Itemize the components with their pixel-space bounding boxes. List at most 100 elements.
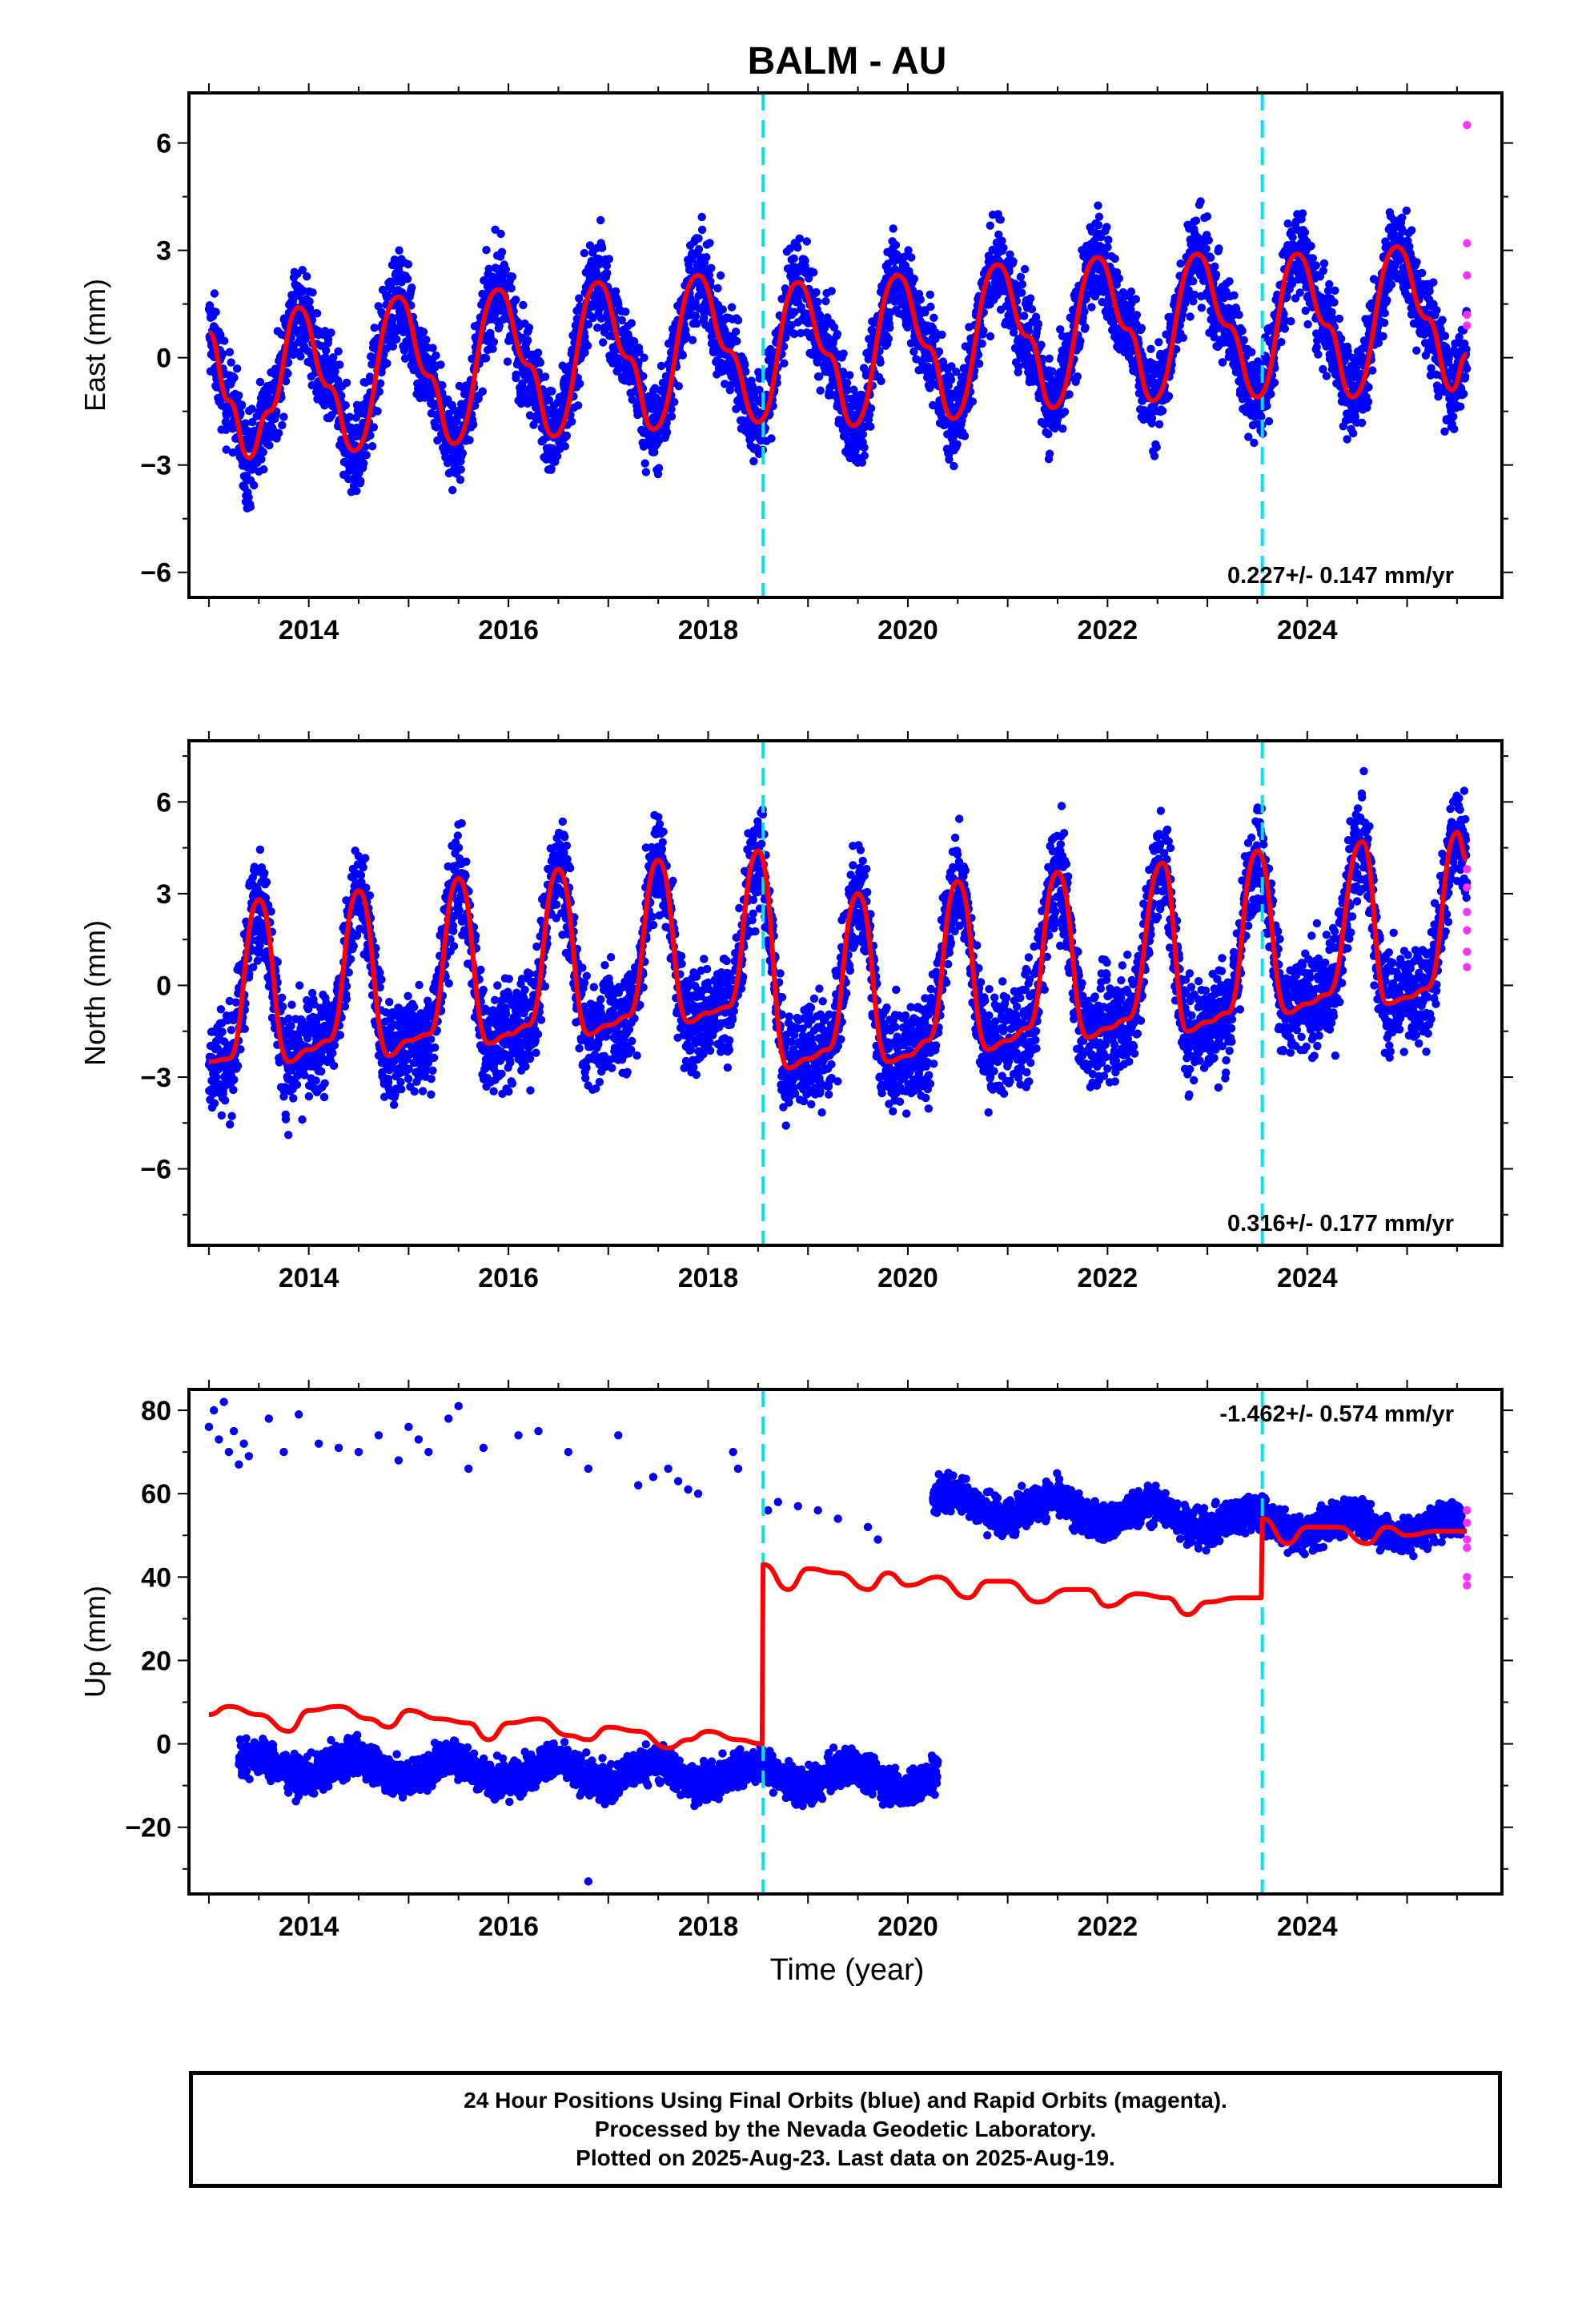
east-data-point: [731, 328, 741, 336]
east-data-point: [1295, 288, 1304, 297]
east-data-point: [259, 465, 268, 474]
east-data-point: [352, 486, 361, 496]
east-data-point: [481, 354, 491, 363]
east-data-point: [388, 342, 398, 351]
east-data-point: [1230, 291, 1239, 300]
east-data-point: [480, 276, 488, 285]
east-data-point: [790, 329, 799, 339]
east-data-point: [926, 302, 935, 312]
east-data-point: [1348, 428, 1358, 438]
east-data-point: [329, 353, 338, 362]
east-data-point: [950, 461, 958, 471]
east-data-point: [889, 224, 897, 233]
east-data-point: [458, 448, 467, 458]
east-data-point: [519, 300, 528, 310]
east-data-point: [780, 359, 789, 368]
east-data-point: [518, 379, 527, 388]
east-data-point: [860, 451, 869, 460]
east-data-point: [1018, 279, 1027, 289]
east-data-point: [308, 288, 317, 297]
east-data-point: [1323, 286, 1333, 296]
east-data-point: [345, 412, 354, 421]
east-data-point: [456, 465, 465, 474]
east-data-point: [790, 308, 799, 316]
east-data-point: [1325, 279, 1334, 289]
east-data-point: [219, 349, 227, 359]
east-data-point: [767, 434, 776, 443]
east-data-point: [1211, 270, 1221, 279]
east-data-point: [501, 265, 510, 274]
east-data-point: [1178, 333, 1188, 342]
east-data-point: [693, 319, 701, 328]
east-data-point: [952, 368, 961, 376]
east-data-point: [705, 271, 714, 279]
east-data-point: [691, 312, 701, 320]
east-data-point: [1103, 243, 1112, 251]
east-data-point: [247, 404, 256, 413]
east-data-point: [1190, 290, 1199, 300]
east-data-point: [482, 246, 491, 255]
east-data-point: [979, 326, 988, 336]
east-data-point: [654, 464, 664, 472]
east-data-point: [1146, 344, 1155, 353]
east-data-point: [305, 304, 315, 313]
east-data-point: [705, 239, 714, 247]
east-data-point: [585, 241, 595, 250]
east-data-point: [296, 352, 305, 361]
east-data-point: [930, 313, 938, 322]
east-data-point: [1387, 280, 1396, 289]
east-data-point: [1206, 253, 1215, 262]
east-data-point: [552, 452, 562, 460]
east-data-point: [1073, 372, 1082, 381]
east-data-point: [444, 395, 452, 404]
east-data-point: [1197, 304, 1207, 312]
east-data-point: [1132, 311, 1142, 320]
east-data-point: [604, 255, 613, 263]
east-data-point: [884, 334, 893, 344]
east-data-point: [795, 234, 804, 243]
east-data-point: [367, 360, 376, 369]
east-data-point: [707, 263, 716, 272]
east-data-point: [934, 347, 944, 356]
east-data-point: [1314, 350, 1323, 359]
east-data-point: [524, 324, 534, 332]
east-data-point: [584, 320, 593, 329]
east-data-point: [347, 423, 355, 432]
east-data-point: [524, 336, 532, 345]
east-data-point: [900, 252, 909, 261]
east-data-point: [968, 397, 978, 406]
east-data-point: [322, 346, 331, 355]
east-data-point: [1363, 397, 1373, 406]
east-data-point: [327, 328, 335, 337]
east-data-point: [230, 373, 239, 382]
east-data-point: [1343, 435, 1351, 444]
east-data-point: [865, 410, 874, 420]
east-data-point: [1327, 308, 1336, 316]
east-data-point: [921, 308, 930, 317]
east-data-point: [222, 445, 231, 454]
east-data-point: [246, 502, 255, 512]
east-data-point: [1158, 406, 1167, 416]
east-data-point: [1277, 337, 1286, 347]
east-data-point: [211, 308, 220, 316]
east-data-point: [602, 261, 611, 271]
east-data-point: [998, 236, 1006, 245]
east-data-point: [839, 349, 848, 358]
east-data-point: [575, 294, 584, 303]
east-data-point: [1270, 378, 1279, 387]
east-data-point: [1264, 416, 1274, 426]
east-data-point: [469, 420, 478, 429]
east-data-point: [1137, 324, 1146, 332]
east-data-point: [749, 456, 758, 466]
east-data-point: [1319, 259, 1329, 268]
east-data-point: [1031, 312, 1041, 321]
east-data-point: [488, 344, 497, 353]
east-data-point: [812, 287, 821, 297]
east-data-point: [682, 332, 691, 340]
east-data-point: [946, 376, 956, 384]
east-data-point: [1330, 298, 1339, 307]
east-data-point: [288, 350, 298, 360]
east-data-point: [383, 292, 392, 300]
